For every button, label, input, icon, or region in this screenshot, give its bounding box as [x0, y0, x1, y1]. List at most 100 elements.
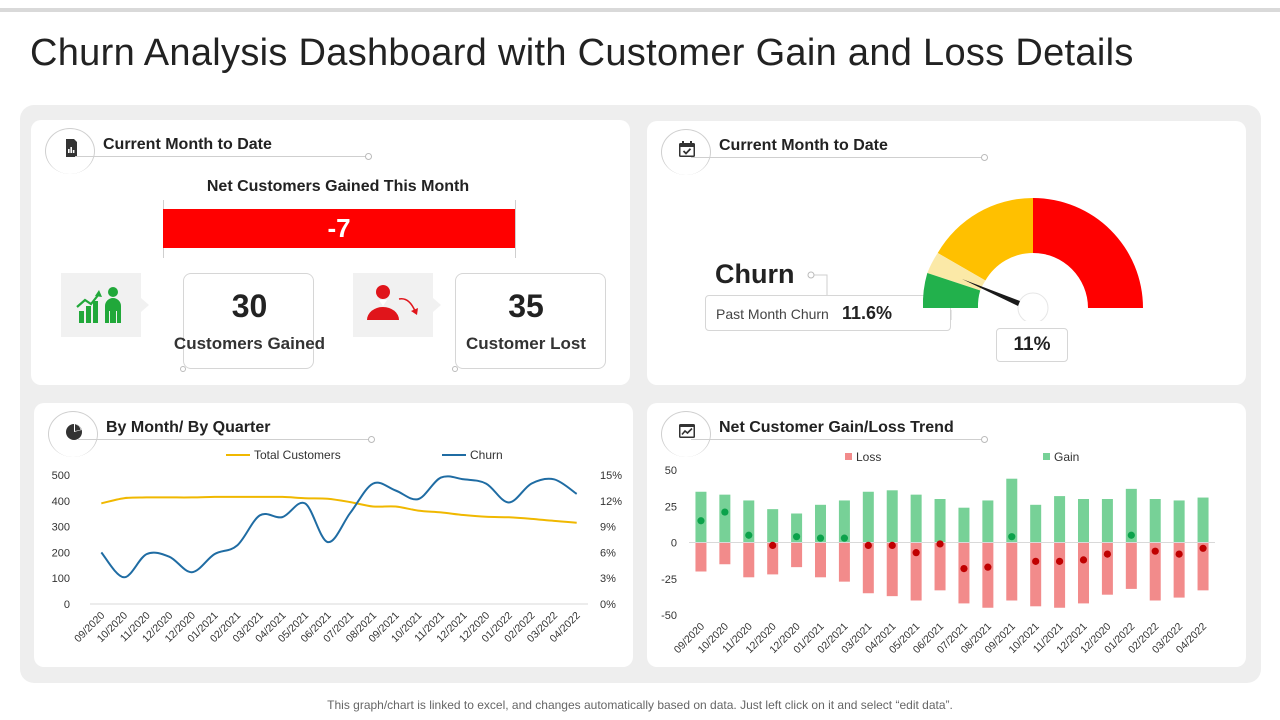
gain-bar	[1101, 499, 1113, 543]
gain-bar	[1006, 478, 1018, 543]
loss-bar	[886, 542, 898, 597]
churn-line	[100, 475, 578, 579]
customers-gained-box: 30 Customers Gained	[174, 273, 325, 372]
net-marker	[936, 540, 944, 548]
net-marker	[960, 565, 968, 573]
gauge-green-segment	[922, 273, 981, 308]
y-tick-label: 0	[64, 599, 70, 611]
gain-bar	[886, 490, 898, 543]
pie-icon	[66, 424, 82, 440]
net-marker	[721, 508, 729, 516]
header-rule	[78, 439, 370, 440]
net-marker	[984, 563, 992, 571]
loss-bar	[1125, 542, 1137, 589]
legend-label: Total Customers	[254, 448, 341, 462]
header-rule	[691, 439, 983, 440]
loss-bar	[791, 542, 803, 568]
gauge-needle	[962, 279, 1020, 306]
net-marker	[792, 533, 801, 541]
header-dot	[368, 436, 375, 443]
gain-bar	[982, 500, 994, 543]
gauge-pale-segment	[927, 253, 986, 291]
gain-bar	[934, 499, 946, 543]
churn-connector	[807, 271, 828, 295]
customer-lost-label: Customer Lost	[466, 334, 586, 353]
legend-label: Churn	[470, 448, 503, 462]
gain-bar	[910, 494, 922, 543]
y2-tick-label: 15%	[600, 470, 622, 482]
loss-bar	[1149, 542, 1161, 601]
customers-gained-value: 30	[231, 288, 268, 324]
loss-bar	[958, 542, 970, 604]
page-title: Churn Analysis Dashboard with Customer G…	[30, 32, 1134, 74]
loss-bar	[695, 542, 707, 572]
past-month-churn-value: 11.6%	[842, 303, 893, 323]
gained-icon-box	[61, 273, 141, 337]
customer-lost-value: 35	[508, 288, 544, 324]
card-title: Net Customer Gain/Loss Trend	[719, 419, 954, 436]
net-marker	[912, 549, 920, 557]
customer-lost-box: 35 Customer Lost	[452, 273, 606, 372]
loss-bar	[1101, 542, 1113, 595]
header-dot	[981, 436, 988, 443]
gain-bar	[719, 494, 731, 543]
lost-icon-box	[353, 273, 433, 337]
y2-tick-label: 6%	[600, 547, 616, 559]
gauge-value: 11%	[996, 328, 1068, 362]
loss-bar	[719, 542, 731, 565]
y-tick-label: 25	[665, 501, 677, 513]
trend-chart-icon	[679, 424, 695, 438]
card-title: Current Month to Date	[719, 137, 888, 154]
gain-bar	[1030, 504, 1042, 543]
legend-label: Gain	[1054, 450, 1079, 464]
loss-bar	[982, 542, 994, 608]
net-marker	[816, 534, 825, 542]
net-marker	[1008, 533, 1016, 541]
top-rule	[0, 8, 1280, 12]
card-churn: Current Month to Date Churn Past Month C…	[647, 121, 1246, 385]
loss-bar	[934, 542, 946, 591]
loss-bar	[1078, 542, 1089, 604]
lost-pointer	[433, 298, 441, 312]
y2-tick-label: 0%	[600, 599, 616, 611]
net-marker	[1127, 531, 1135, 539]
report-icon	[66, 139, 77, 157]
gain-bar	[1149, 499, 1161, 543]
net-marker	[1199, 544, 1207, 552]
loss-bar	[1173, 542, 1185, 598]
header-arc	[661, 411, 711, 457]
net-customers-title: Net Customers Gained This Month	[206, 178, 470, 195]
net-marker	[1079, 556, 1088, 564]
loss-bar	[838, 542, 850, 582]
net-marker	[864, 541, 872, 549]
y-tick-label: -50	[661, 610, 677, 622]
loss-bar	[815, 542, 826, 578]
y2-tick-label: 12%	[600, 496, 622, 508]
growth-person-icon	[76, 287, 121, 323]
net-marker	[1055, 557, 1064, 565]
net-marker	[840, 534, 849, 542]
gain-bar	[695, 491, 707, 543]
total-customers-churn-chart: Total Customers Churn 0 100 200 300 400 500 0% 3%…	[52, 448, 623, 645]
gain-bar	[1078, 499, 1089, 543]
gained-pointer	[141, 298, 149, 312]
loss-bar	[767, 542, 779, 575]
gain-bar	[958, 507, 970, 543]
y-tick-label: 500	[52, 470, 70, 482]
y-tick-label: 400	[52, 496, 70, 508]
box-dot	[180, 366, 186, 372]
gain-bar	[743, 500, 755, 543]
total-customers-line	[101, 495, 577, 524]
gain-bar	[1197, 497, 1209, 543]
gain-bar	[791, 513, 803, 543]
net-marker	[1032, 557, 1040, 565]
y-tick-label: 200	[52, 547, 70, 559]
loss-bar	[1030, 542, 1042, 607]
y-tick-label: 50	[665, 465, 677, 477]
gain-bar	[862, 491, 874, 543]
loss-bar	[910, 542, 922, 601]
loss-bar	[1054, 542, 1066, 608]
customers-gained-label: Customers Gained	[173, 334, 326, 353]
header-dot	[365, 153, 372, 160]
lost-person-icon	[367, 285, 418, 320]
